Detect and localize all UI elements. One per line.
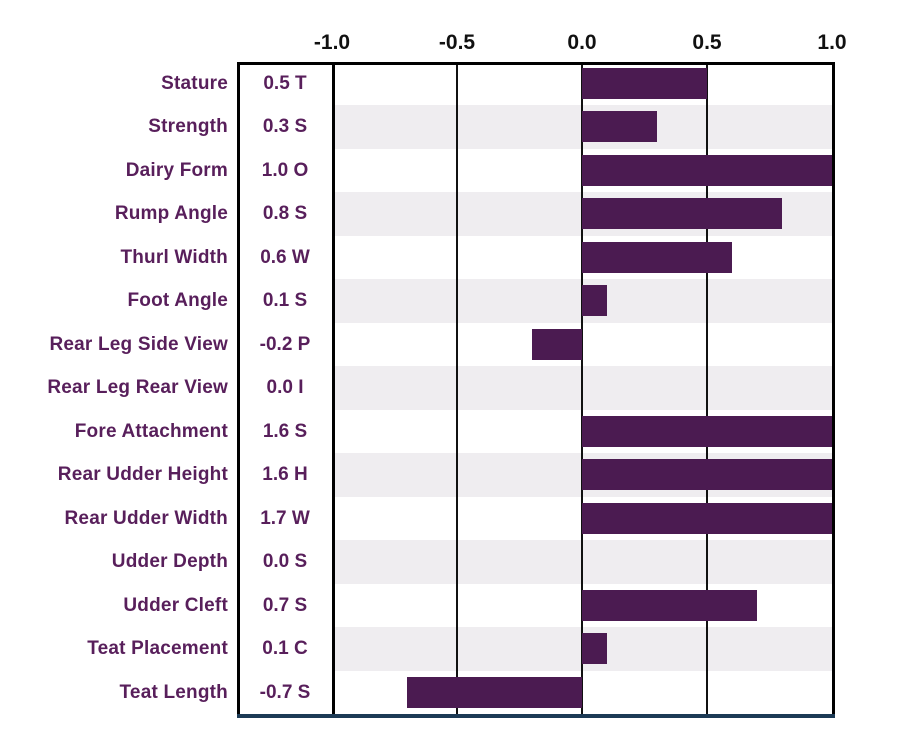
axis-tick-label: -0.5 [438, 31, 476, 54]
value-label: 0.8 S [262, 203, 308, 225]
row-label: Dairy Form [125, 159, 228, 181]
trait-bar [582, 285, 607, 317]
value-label: 1.6 S [262, 420, 308, 442]
value-label: 0.7 S [262, 594, 308, 616]
row-label: Rear Leg Rear View [47, 377, 228, 399]
axis-tick-label: 0.0 [567, 31, 597, 54]
row-label: Thurl Width [120, 246, 228, 268]
value-label: 1.0 O [261, 159, 309, 181]
trait-bar [582, 415, 832, 447]
row-label: Teat Length [119, 681, 228, 703]
trait-bar [582, 459, 832, 491]
trait-bar [407, 676, 582, 708]
trait-bar [532, 328, 582, 360]
plot-right-border [832, 62, 835, 714]
row-label: Udder Depth [111, 551, 228, 573]
row-label: Foot Angle [127, 290, 228, 312]
value-label: 1.7 W [260, 507, 310, 529]
row-label: Rear Udder Width [64, 507, 228, 529]
axis-tick-label: 1.0 [817, 31, 847, 54]
value-label: 0.3 S [262, 116, 308, 138]
value-label: 1.6 H [262, 464, 308, 486]
trait-bar [582, 502, 832, 534]
value-label: -0.7 S [259, 681, 311, 703]
row-label: Strength [148, 116, 228, 138]
value-label: 0.1 S [262, 290, 308, 312]
frame-top-line [237, 62, 835, 65]
plot-left-border [332, 62, 335, 714]
value-label: 0.5 T [263, 73, 307, 94]
row-label: Stature [161, 73, 228, 94]
gridline [581, 62, 583, 714]
trait-bar [582, 589, 757, 621]
trait-bar [582, 198, 782, 230]
trait-bar [582, 633, 607, 665]
trait-bar [582, 111, 657, 143]
trait-bar [582, 154, 832, 186]
value-label: 0.1 C [262, 638, 308, 660]
row-label: Rear Udder Height [57, 464, 228, 486]
row-label: Rear Leg Side View [49, 333, 228, 355]
chart-bottom-line [237, 714, 835, 718]
value-label: 0.0 S [262, 551, 308, 573]
trait-bar [582, 241, 732, 273]
row-label: Teat Placement [87, 638, 228, 660]
value-box-left-border [237, 62, 240, 714]
axis-tick-label: -1.0 [313, 31, 351, 54]
row-label: Fore Attachment [74, 420, 228, 442]
value-label: 0.0 I [266, 377, 304, 399]
value-label: 0.6 W [260, 246, 310, 268]
gridline [456, 62, 458, 714]
trait-bar [582, 68, 707, 99]
gridline [706, 62, 708, 714]
row-label: Udder Cleft [123, 594, 228, 616]
axis-tick-label: 0.5 [692, 31, 722, 54]
value-label: -0.2 P [259, 333, 311, 355]
row-label: Rump Angle [114, 203, 228, 225]
